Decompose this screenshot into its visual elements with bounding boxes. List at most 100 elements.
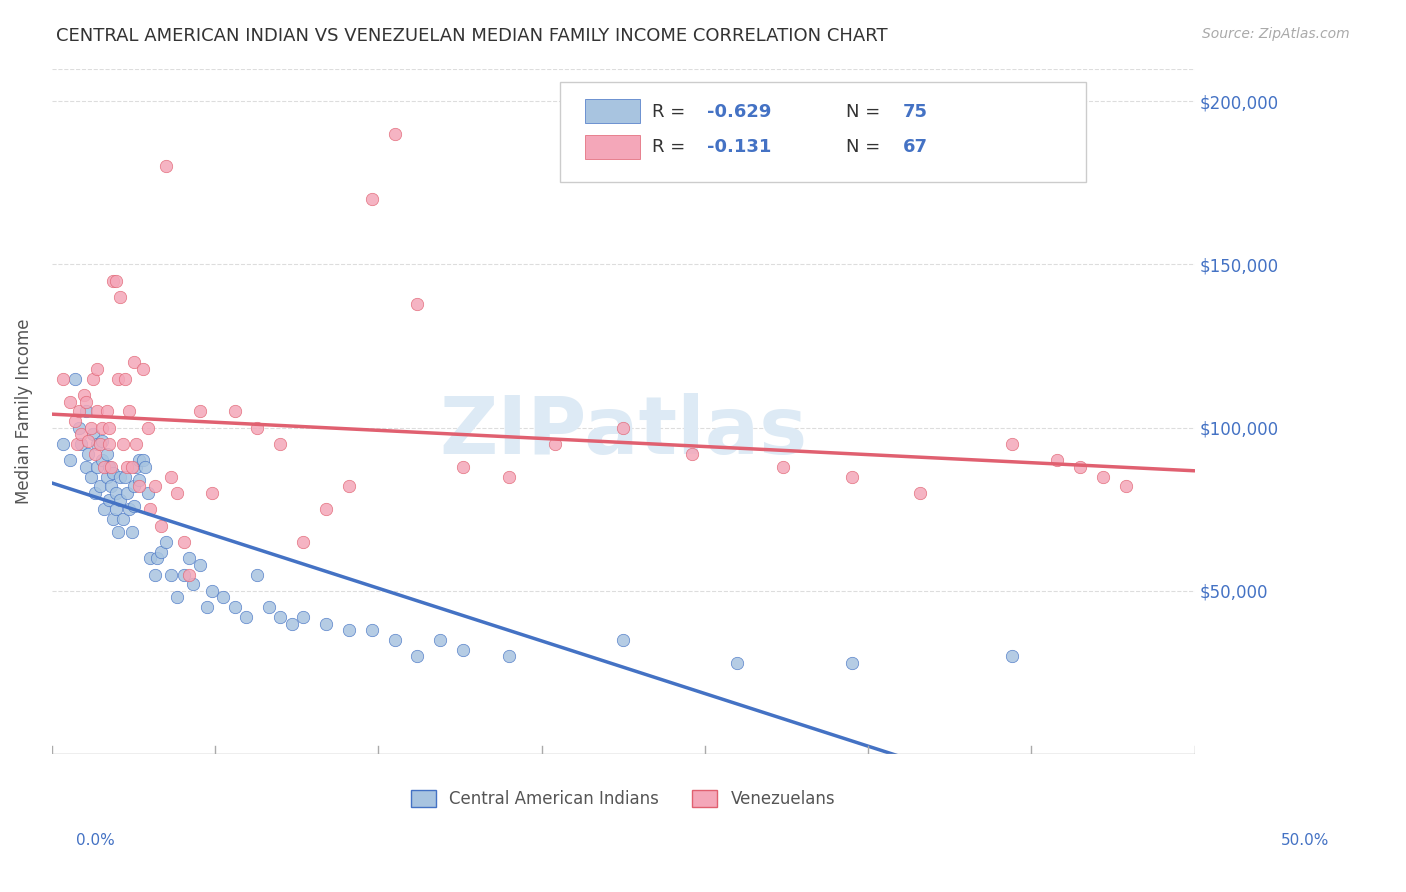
Point xyxy=(107,525,129,540)
Point xyxy=(86,459,108,474)
Point xyxy=(315,616,337,631)
Point xyxy=(1001,649,1024,664)
Point xyxy=(115,486,138,500)
Point xyxy=(195,600,218,615)
Point xyxy=(115,459,138,474)
Point xyxy=(315,502,337,516)
Point xyxy=(122,499,145,513)
Point xyxy=(82,372,104,386)
Point xyxy=(543,437,565,451)
Text: 67: 67 xyxy=(903,138,928,156)
Point xyxy=(406,649,429,664)
Point xyxy=(122,355,145,369)
Point xyxy=(89,479,111,493)
Point xyxy=(212,591,235,605)
Point xyxy=(91,420,114,434)
Point xyxy=(235,610,257,624)
Point xyxy=(201,486,224,500)
Point xyxy=(681,447,703,461)
Point xyxy=(93,502,115,516)
Text: -0.629: -0.629 xyxy=(707,103,770,120)
Point xyxy=(360,192,382,206)
Point xyxy=(155,160,177,174)
Point xyxy=(246,420,269,434)
Point xyxy=(86,404,108,418)
Point xyxy=(73,388,96,402)
Point xyxy=(337,623,360,637)
Point xyxy=(280,616,302,631)
Point xyxy=(337,479,360,493)
Point xyxy=(96,469,118,483)
Point xyxy=(110,492,132,507)
Point xyxy=(155,535,177,549)
Point xyxy=(104,502,127,516)
Point xyxy=(104,486,127,500)
Point xyxy=(224,600,246,615)
Point xyxy=(75,459,97,474)
Point xyxy=(89,437,111,451)
Point xyxy=(1069,459,1091,474)
Point xyxy=(128,479,150,493)
Point xyxy=(97,492,120,507)
Point xyxy=(173,535,195,549)
Point xyxy=(121,459,143,474)
Point xyxy=(128,453,150,467)
Point xyxy=(292,610,315,624)
Point xyxy=(150,518,173,533)
Point xyxy=(82,427,104,442)
Point xyxy=(201,583,224,598)
Point xyxy=(59,453,82,467)
Point xyxy=(159,567,181,582)
Point xyxy=(97,420,120,434)
Point xyxy=(166,591,188,605)
Point xyxy=(360,623,382,637)
Text: 75: 75 xyxy=(903,103,928,120)
Text: R =: R = xyxy=(652,103,690,120)
Point xyxy=(110,469,132,483)
Point xyxy=(84,447,107,461)
Point xyxy=(269,610,291,624)
Point xyxy=(224,404,246,418)
Point xyxy=(143,567,166,582)
Point xyxy=(52,437,75,451)
Text: R =: R = xyxy=(652,138,690,156)
Point xyxy=(177,551,200,566)
Point xyxy=(114,372,136,386)
Point xyxy=(269,437,291,451)
Point xyxy=(841,656,863,670)
Point xyxy=(122,479,145,493)
Text: ZIPatlas: ZIPatlas xyxy=(439,393,807,471)
Point xyxy=(128,473,150,487)
Point xyxy=(257,600,280,615)
Text: -0.131: -0.131 xyxy=(707,138,770,156)
Legend: Central American Indians, Venezuelans: Central American Indians, Venezuelans xyxy=(405,783,842,814)
Point xyxy=(84,486,107,500)
Point xyxy=(166,486,188,500)
Point xyxy=(406,296,429,310)
Point xyxy=(111,512,134,526)
Point xyxy=(1092,469,1115,483)
Point xyxy=(104,274,127,288)
Point xyxy=(125,459,148,474)
Point xyxy=(173,567,195,582)
Point xyxy=(52,372,75,386)
Point xyxy=(188,558,211,572)
Point xyxy=(100,459,122,474)
Point xyxy=(91,453,114,467)
Point xyxy=(114,469,136,483)
Point xyxy=(91,434,114,448)
Point xyxy=(70,427,93,442)
Point xyxy=(498,649,520,664)
Point xyxy=(125,437,148,451)
Point xyxy=(183,577,205,591)
Point xyxy=(451,642,474,657)
Text: N =: N = xyxy=(846,138,886,156)
Point xyxy=(150,545,173,559)
Point xyxy=(841,469,863,483)
Point xyxy=(86,362,108,376)
Point xyxy=(96,447,118,461)
Point xyxy=(77,447,100,461)
FancyBboxPatch shape xyxy=(585,135,640,159)
Point xyxy=(612,420,634,434)
Point xyxy=(107,372,129,386)
